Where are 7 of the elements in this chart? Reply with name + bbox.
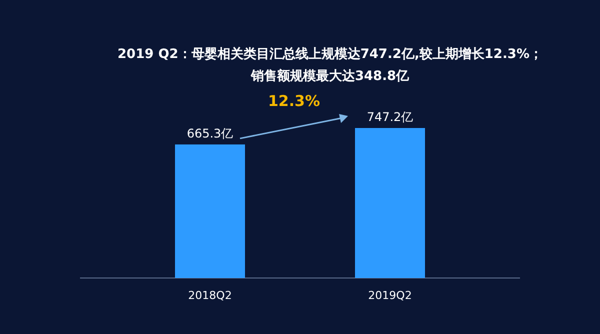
data-label: 665.3亿 (186, 126, 234, 140)
text: 12.3% (268, 92, 320, 110)
chart-title: 2019 Q2：母婴相关类目汇总线上规模达747.2亿,较上期增长12.3%； (118, 46, 542, 62)
data-label: 747.2亿 (366, 110, 414, 124)
x-tick-label: 2018Q2 (188, 289, 232, 302)
chart-subtitle: 销售额规模最大达348.8亿 (250, 68, 410, 84)
x-tick-label: 2019Q2 (368, 289, 412, 302)
